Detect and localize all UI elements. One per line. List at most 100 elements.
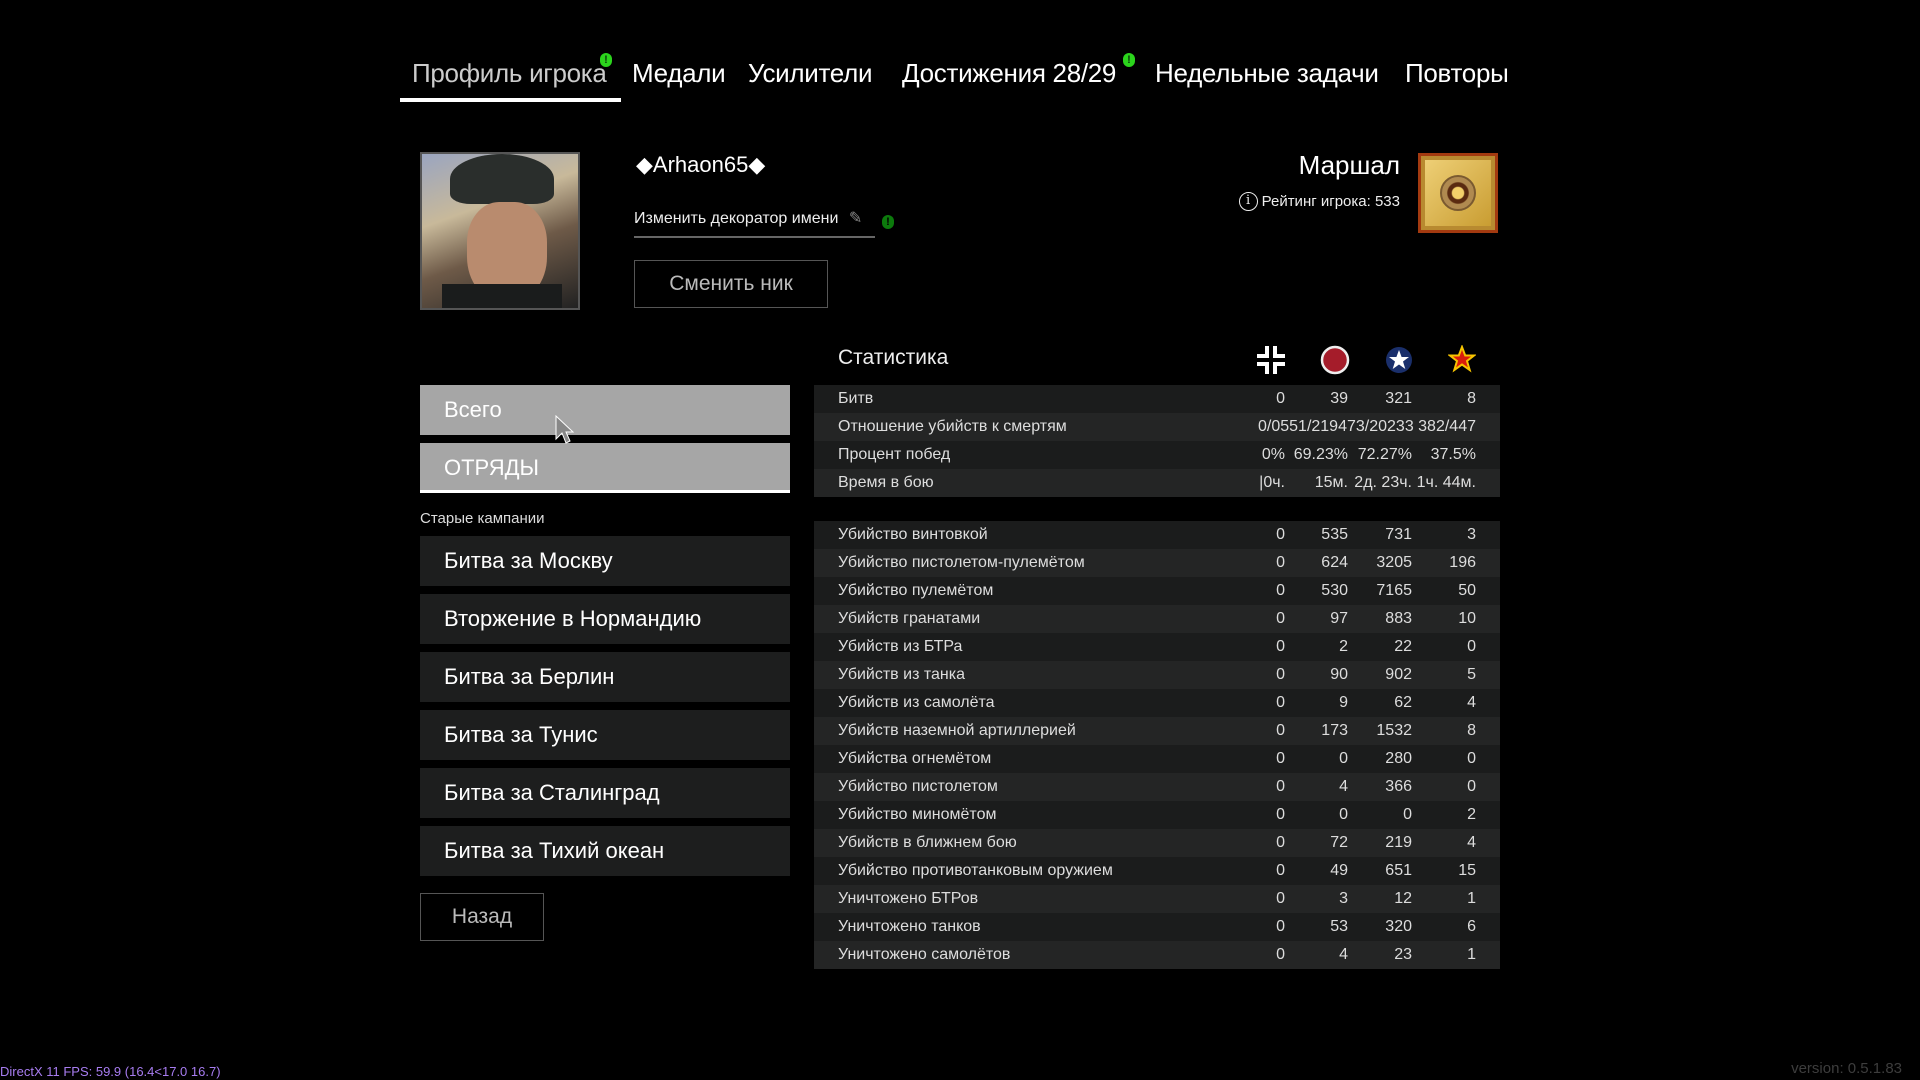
stat-value: 0: [1467, 778, 1476, 795]
stats-row: Уничтожено самолётов 0 4 23 1: [814, 941, 1500, 969]
stat-value: 5: [1467, 666, 1476, 683]
avatar-uniform: [442, 284, 562, 308]
stat-value: 62: [1394, 694, 1412, 711]
stat-value: 0: [1276, 862, 1285, 879]
rank-icon: [1418, 153, 1498, 233]
stat-label: Битв: [838, 390, 874, 407]
decorator-label: Изменить декоратор имени: [634, 210, 839, 227]
stats-row: Уничтожено танков 0 53 320 6: [814, 913, 1500, 941]
info-icon[interactable]: i: [1238, 192, 1258, 211]
stat-label: Убийства огнемётом: [838, 750, 992, 767]
stats-row: Процент побед 0% 69.23% 72.27% 37.5%: [814, 441, 1500, 469]
stat-value: 0: [1467, 750, 1476, 767]
tab-4[interactable]: Недельные задачи: [1155, 58, 1379, 88]
notify-icon: !: [882, 215, 894, 229]
stat-value: 366: [1385, 778, 1412, 795]
stat-value: 2: [1467, 806, 1476, 823]
stat-value: 49: [1330, 862, 1348, 879]
stats-row: Убийств гранатами 0 97 883 10: [814, 605, 1500, 633]
stats-row: Убийство пистолетом 0 4 366 0: [814, 773, 1500, 801]
stats-row: Убийств из БТРа 0 2 22 0: [814, 633, 1500, 661]
tab-0[interactable]: Профиль игрока: [412, 58, 607, 88]
version-label: version: 0.5.1.83: [1791, 1060, 1902, 1077]
soviet-star-icon: [1448, 345, 1476, 373]
stats-row: Убийство противотанковым оружием 0 49 651 15: [814, 857, 1500, 885]
stat-label: Убийство миномётом: [838, 806, 997, 823]
campaign-button[interactable]: Битва за Москву: [420, 536, 790, 586]
stats-row: Уничтожено БТРов 0 3 12 1: [814, 885, 1500, 913]
stat-value: 15: [1458, 862, 1476, 879]
allies-roundel-icon: [1320, 345, 1350, 375]
stat-value: 4: [1467, 834, 1476, 851]
stat-label: Убийств в ближнем бою: [838, 834, 1017, 851]
stat-label: Убийство противотанковым оружием: [838, 862, 1113, 879]
campaign-button[interactable]: Битва за Тунис: [420, 710, 790, 760]
avatar-cap: [450, 154, 554, 204]
stat-label: Процент побед: [838, 446, 951, 463]
avatar[interactable]: [420, 152, 580, 310]
campaign-button[interactable]: Битва за Сталинград: [420, 768, 790, 818]
stat-value: 7165: [1376, 582, 1412, 599]
stat-value: 0: [1276, 946, 1285, 963]
stat-label: Отношение убийств к смертям: [838, 418, 1067, 435]
change-nick-button[interactable]: Сменить ник: [634, 260, 828, 308]
stat-value: 2д. 23ч.: [1354, 474, 1412, 491]
change-decorator-link[interactable]: Изменить декоратор имени ✎: [634, 208, 875, 238]
stat-value: 8: [1467, 722, 1476, 739]
stat-label: Уничтожено танков: [838, 918, 981, 935]
stat-value: 535: [1321, 526, 1348, 543]
stat-value: 0: [1276, 890, 1285, 907]
back-button[interactable]: Назад: [420, 893, 544, 941]
tab-5[interactable]: Повторы: [1405, 58, 1509, 88]
stats-row: Убийств из танка 0 90 902 5: [814, 661, 1500, 689]
rank-name: Маршал: [1298, 150, 1400, 180]
fps-counter: DirectX 11 FPS: 59.9 (16.4<17.0 16.7): [0, 1064, 221, 1079]
stat-value: 0: [1467, 638, 1476, 655]
tab-1[interactable]: Медали: [632, 58, 726, 88]
stat-value: 0: [1276, 834, 1285, 851]
stat-label: Убийств из БТРа: [838, 638, 963, 655]
stat-value: 90: [1330, 666, 1348, 683]
stat-value: 53: [1330, 918, 1348, 935]
menu-all[interactable]: Всего: [420, 385, 790, 435]
stat-value: 0: [1276, 750, 1285, 767]
stat-value: 97: [1330, 610, 1348, 627]
stat-value: 0: [1276, 722, 1285, 739]
stat-value: 0: [1403, 806, 1412, 823]
campaign-button[interactable]: Вторжение в Нормандию: [420, 594, 790, 644]
stat-value: 173: [1321, 722, 1348, 739]
stats-row: Убийство пистолетом-пулемётом 0 624 3205 196: [814, 549, 1500, 577]
tab-2[interactable]: Усилители: [748, 58, 873, 88]
stat-label: Время в бою: [838, 474, 934, 491]
stat-value: 0: [1339, 750, 1348, 767]
stat-value: 72.27%: [1357, 446, 1412, 463]
stat-value: 1ч. 44м.: [1416, 474, 1476, 491]
stat-value: 1: [1467, 890, 1476, 907]
stat-value: 624: [1321, 554, 1348, 571]
stat-value: 8: [1467, 390, 1476, 407]
stat-value: 731: [1385, 526, 1412, 543]
active-tab-underline: [400, 98, 621, 102]
stat-value: 23: [1394, 946, 1412, 963]
stat-value: 902: [1385, 666, 1412, 683]
stat-value: 72: [1330, 834, 1348, 851]
stat-value: 69.23%: [1293, 446, 1348, 463]
campaign-button[interactable]: Битва за Тихий океан: [420, 826, 790, 876]
stat-value: 321: [1385, 390, 1412, 407]
stat-value: 0: [1276, 806, 1285, 823]
stats-title: Статистика: [838, 346, 949, 369]
stat-value: 0%: [1261, 446, 1285, 463]
stats-row: Убийство пулемётом 0 530 7165 50: [814, 577, 1500, 605]
stat-label: Убийство пистолетом: [838, 778, 998, 795]
stat-label: Убийств наземной артиллерией: [838, 722, 1076, 739]
stat-value: 0: [1339, 806, 1348, 823]
stat-value: 2: [1339, 638, 1348, 655]
menu-squads[interactable]: ОТРЯДЫ: [420, 443, 790, 493]
stats-row: Убийств в ближнем бою 0 72 219 4: [814, 829, 1500, 857]
tab-3[interactable]: Достижения 28/29: [902, 58, 1117, 88]
stat-value: 0: [1276, 638, 1285, 655]
stat-value: 219: [1385, 834, 1412, 851]
stat-value: 0: [1276, 526, 1285, 543]
player-rating: i Рейтинг игрока: 533: [1238, 192, 1400, 211]
campaign-button[interactable]: Битва за Берлин: [420, 652, 790, 702]
